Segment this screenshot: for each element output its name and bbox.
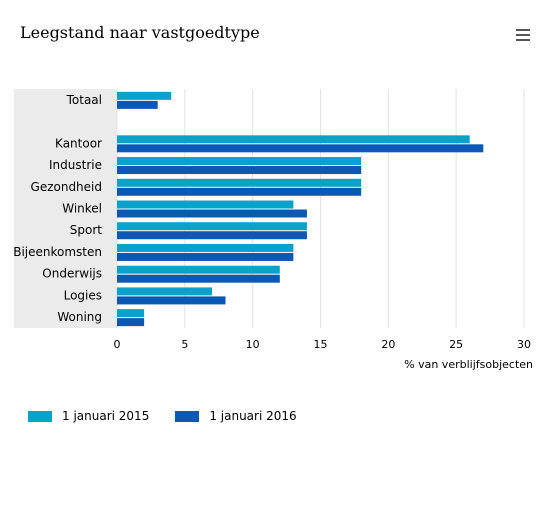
bar[interactable] — [117, 178, 362, 187]
bar[interactable] — [117, 231, 307, 240]
bar[interactable] — [117, 274, 280, 283]
bar[interactable] — [117, 91, 172, 100]
bar[interactable] — [117, 296, 226, 305]
bar[interactable] — [117, 144, 484, 153]
category-label: Winkel — [62, 202, 102, 216]
legend-swatch-2016 — [175, 410, 200, 422]
x-tick-labels: 0 5 10 15 20 25 30 — [114, 338, 532, 351]
category-labels: Totaal Kantoor Industrie Gezondheid Winkel Sp… — [13, 93, 102, 324]
legend-label-2016: 1 januari 2016 — [209, 409, 297, 423]
bar[interactable] — [117, 157, 362, 166]
bar[interactable] — [117, 243, 294, 252]
bar[interactable] — [117, 187, 362, 196]
category-label: Totaal — [66, 93, 102, 107]
category-label: Sport — [70, 223, 103, 237]
legend-item-2015[interactable]: 1 januari 2015 — [28, 409, 149, 423]
x-tick-label: 10 — [246, 338, 260, 351]
x-tick-label: 0 — [114, 338, 121, 351]
bar-chart: Totaal Kantoor Industrie Gezondheid Winkel Sp… — [13, 89, 533, 371]
x-tick-label: 20 — [381, 338, 395, 351]
hamburger-menu-icon[interactable] — [516, 29, 530, 43]
bar[interactable] — [117, 100, 158, 109]
category-label: Gezondheid — [31, 180, 102, 194]
category-band-background — [14, 89, 117, 328]
legend-label-2015: 1 januari 2015 — [62, 409, 150, 423]
bar[interactable] — [117, 287, 212, 296]
bar[interactable] — [117, 200, 294, 209]
legend-swatch-2015 — [28, 410, 52, 422]
category-label: Bijeenkomsten — [13, 245, 102, 259]
legend: 1 januari 2015 1 januari 2016 — [28, 409, 323, 423]
bars — [117, 91, 484, 327]
category-label: Logies — [64, 288, 102, 302]
category-label: Industrie — [49, 158, 102, 172]
bar[interactable] — [117, 166, 362, 175]
category-label: Kantoor — [55, 136, 102, 150]
bar[interactable] — [117, 265, 280, 274]
x-tick-label: 25 — [449, 338, 463, 351]
x-tick-label: 30 — [517, 338, 531, 351]
x-axis-title: % van verblijfsobjecten — [404, 358, 533, 371]
bar[interactable] — [117, 309, 145, 318]
x-tick-label: 5 — [181, 338, 188, 351]
chart-title: Leegstand naar vastgoedtype — [20, 23, 260, 42]
bar[interactable] — [117, 318, 145, 327]
category-label: Woning — [57, 310, 102, 324]
legend-item-2016[interactable]: 1 januari 2016 — [175, 409, 297, 423]
x-tick-label: 15 — [314, 338, 328, 351]
bar[interactable] — [117, 209, 307, 218]
bar[interactable] — [117, 135, 470, 144]
bar[interactable] — [117, 222, 307, 231]
bar[interactable] — [117, 252, 294, 261]
category-label: Onderwijs — [42, 267, 102, 281]
